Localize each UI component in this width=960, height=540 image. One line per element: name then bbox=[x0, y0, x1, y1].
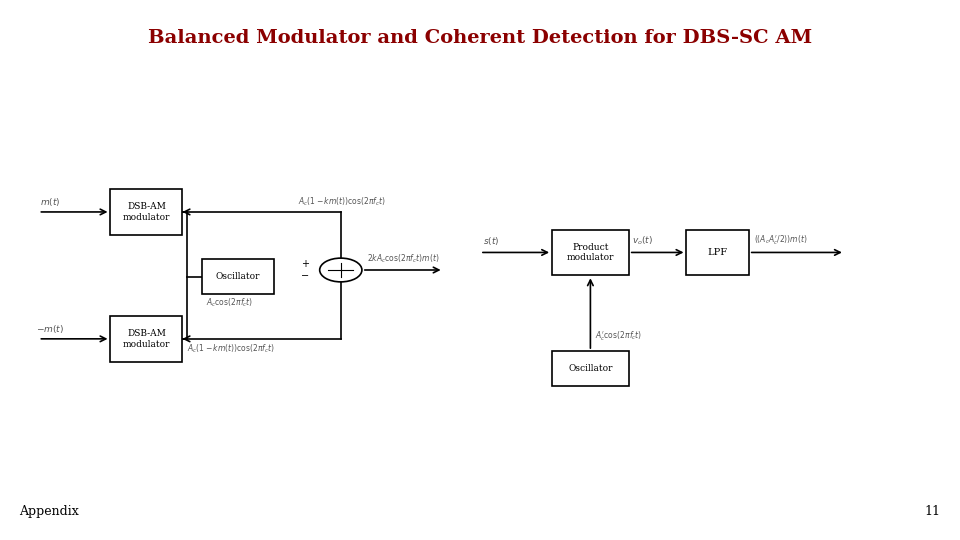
Text: Product
modulator: Product modulator bbox=[566, 243, 614, 262]
Circle shape bbox=[320, 258, 362, 282]
Text: DSB-AM
modulator: DSB-AM modulator bbox=[123, 329, 170, 348]
Text: $((A_c A_c^\prime/2))m(t)$: $((A_c A_c^\prime/2))m(t)$ bbox=[754, 233, 807, 247]
Bar bbox=[686, 230, 749, 275]
Text: 11: 11 bbox=[924, 505, 941, 518]
Text: Oscillator: Oscillator bbox=[568, 364, 612, 373]
Text: $v_o(t)$: $v_o(t)$ bbox=[632, 234, 653, 247]
Bar bbox=[202, 259, 274, 294]
Text: $s(t)$: $s(t)$ bbox=[483, 235, 499, 247]
Text: $2kA_c\cos(2\pi f_c t)m(t)$: $2kA_c\cos(2\pi f_c t)m(t)$ bbox=[367, 252, 440, 265]
Bar bbox=[552, 230, 629, 275]
Bar bbox=[110, 316, 182, 362]
Text: Oscillator: Oscillator bbox=[215, 272, 260, 281]
Text: $A_c(1-km(t))\cos(2\pi f_c t)$: $A_c(1-km(t))\cos(2\pi f_c t)$ bbox=[187, 342, 276, 355]
Text: $m(t)$: $m(t)$ bbox=[40, 195, 60, 208]
Text: $-m(t)$: $-m(t)$ bbox=[36, 322, 64, 334]
Text: Appendix: Appendix bbox=[19, 505, 79, 518]
Text: −: − bbox=[301, 271, 309, 281]
Text: $A_c(1-km(t))\cos(2\pi f_c t)$: $A_c(1-km(t))\cos(2\pi f_c t)$ bbox=[298, 195, 386, 208]
Text: $A_c^\prime\cos(2\pi f_c t)$: $A_c^\prime\cos(2\pi f_c t)$ bbox=[595, 329, 642, 343]
Text: +: + bbox=[301, 259, 309, 269]
Bar bbox=[110, 189, 182, 235]
Bar bbox=[552, 351, 629, 386]
Text: Balanced Modulator and Coherent Detection for DBS-SC AM: Balanced Modulator and Coherent Detectio… bbox=[148, 29, 812, 47]
Text: LPF: LPF bbox=[708, 248, 728, 257]
Text: DSB-AM
modulator: DSB-AM modulator bbox=[123, 202, 170, 221]
Text: $A_c\cos(2\pi f_c t)$: $A_c\cos(2\pi f_c t)$ bbox=[206, 296, 253, 309]
